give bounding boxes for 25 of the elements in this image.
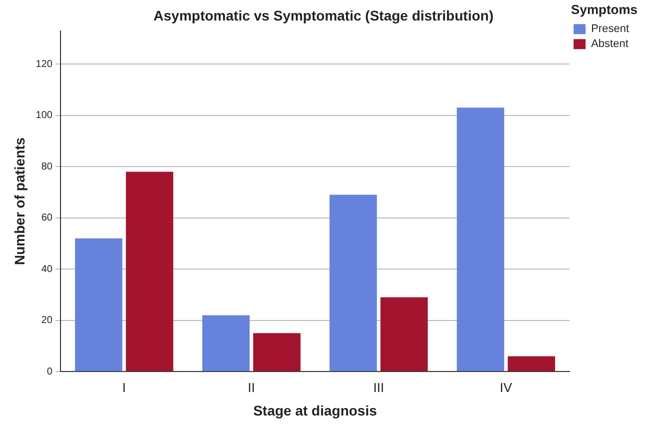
y-tick-label: 80 [41,161,53,172]
y-tick-label: 0 [46,366,53,378]
y-tick-label: 20 [41,315,53,326]
y-tick-label: 100 [36,110,53,122]
bar [253,333,301,372]
y-axis-title: Number of patients [11,137,28,265]
x-axis-title: Stage at diagnosis [253,402,378,418]
bar [126,172,174,372]
bar [456,108,504,372]
y-tick-label: 40 [41,264,53,275]
bar [202,315,250,372]
x-tick-label: II [248,380,256,395]
legend-label: Abstent [591,38,628,50]
y-tick-label: 60 [41,212,53,224]
x-tick-label: IV [500,380,512,395]
bar [380,297,428,372]
legend-title: Symptoms [571,2,638,18]
x-tick-label: I [122,380,126,395]
legend-label: Present [591,23,630,36]
x-tick-label: III [373,380,384,395]
y-tick-label: 120 [36,58,53,70]
chart-title: Asymptomatic vs Symptomatic (Stage distribution) [154,7,494,24]
bar [74,238,122,372]
bar [330,194,377,372]
bar [508,356,556,372]
